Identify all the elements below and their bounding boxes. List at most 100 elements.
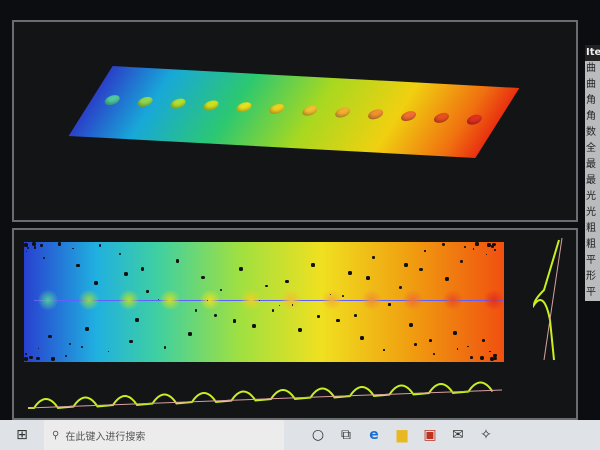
store-icon[interactable]: ▣: [423, 427, 437, 443]
defect-speck: [259, 299, 260, 301]
bump: [365, 108, 386, 120]
defect-speck: [445, 276, 450, 281]
defect-speck: [76, 263, 81, 268]
defect-speck: [329, 293, 331, 296]
defect-speck: [233, 319, 237, 323]
spot: [159, 290, 180, 310]
spot: [78, 290, 99, 310]
defect-speck: [194, 309, 198, 312]
list-item[interactable]: 平: [585, 285, 600, 301]
defect-speck: [35, 356, 40, 361]
defect-speck: [487, 243, 491, 247]
defect-speck: [265, 284, 269, 288]
list-item[interactable]: 数: [585, 125, 600, 141]
defect-speck: [175, 259, 180, 263]
defect-speck: [493, 354, 497, 358]
defect-speck: [348, 271, 353, 276]
list-item[interactable]: 曲: [585, 61, 600, 77]
search-icon: ⚲: [52, 429, 60, 441]
defect-speck: [207, 299, 209, 302]
task-view-icon[interactable]: ⧉: [341, 427, 351, 443]
spot: [119, 290, 139, 310]
defect-speck: [252, 323, 257, 328]
defect-speck: [482, 338, 485, 342]
profile-plots: [27, 237, 563, 410]
spot: [200, 290, 220, 310]
defect-speck: [414, 342, 418, 346]
defect-speck: [220, 289, 223, 292]
windows-start-icon[interactable]: ⊞: [16, 427, 28, 443]
defect-speck: [72, 248, 74, 250]
defect-speck: [472, 248, 475, 250]
bump: [464, 114, 485, 126]
defect-speck: [298, 328, 303, 333]
vertical-profile: [532, 239, 560, 361]
defect-speck: [68, 342, 72, 346]
spot: [281, 290, 301, 310]
defect-speck: [460, 260, 464, 264]
list-item[interactable]: 角: [585, 93, 600, 109]
defect-speck: [48, 335, 52, 339]
list-item[interactable]: 光: [585, 205, 600, 221]
defect-speck: [365, 275, 370, 280]
defect-speck: [24, 352, 28, 356]
defect-speck: [25, 250, 28, 253]
bump: [201, 100, 221, 111]
defect-speck: [200, 275, 205, 280]
defect-speck: [24, 243, 28, 247]
defect-speck: [213, 314, 217, 318]
defect-speck: [29, 355, 33, 360]
defect-speck: [485, 253, 488, 256]
app-icon[interactable]: ✧: [480, 427, 492, 443]
horizontal-baseline: [27, 389, 503, 409]
defect-speck: [51, 356, 56, 361]
list-item[interactable]: 粗: [585, 221, 600, 237]
bump: [135, 96, 156, 108]
defect-speck: [85, 327, 89, 332]
defect-speck: [239, 266, 244, 271]
defect-speck: [26, 246, 30, 250]
defect-speck: [108, 351, 110, 353]
taskbar-search[interactable]: ⚲ 在此键入进行搜索: [44, 420, 284, 450]
list-item[interactable]: 形: [585, 269, 600, 285]
list-item[interactable]: 粗: [585, 237, 600, 253]
list-item[interactable]: 平: [585, 253, 600, 269]
defect-speck: [57, 242, 62, 246]
bump: [102, 94, 123, 106]
defect-speck: [188, 332, 193, 337]
defect-speck: [399, 285, 403, 289]
defect-speck: [371, 255, 375, 259]
defect-speck: [424, 250, 426, 252]
3d-view-panel[interactable]: [12, 20, 578, 222]
defect-speck: [42, 256, 46, 260]
cortana-icon[interactable]: ○: [311, 427, 325, 443]
defect-speck: [404, 263, 409, 268]
list-item[interactable]: 光: [585, 189, 600, 205]
defect-speck: [488, 350, 491, 353]
edge-icon[interactable]: e: [369, 427, 379, 443]
list-item[interactable]: 曲: [585, 77, 600, 93]
2d-heightmap-panel[interactable]: [12, 228, 578, 420]
defect-speck: [463, 246, 466, 249]
spot: [240, 290, 261, 310]
list-item[interactable]: 全: [585, 141, 600, 157]
defect-speck: [80, 345, 83, 348]
defect-speck: [40, 244, 44, 248]
section-line: [34, 300, 504, 301]
defect-speck: [383, 348, 385, 351]
list-item[interactable]: 最: [585, 157, 600, 173]
mail-icon[interactable]: ✉: [452, 427, 464, 443]
list-item[interactable]: 最: [585, 173, 600, 189]
heightmap-image: [24, 242, 504, 362]
bump: [234, 101, 254, 113]
defect-speck: [24, 356, 29, 361]
spot: [443, 290, 463, 310]
item-list: Ite 曲 曲 角 角 数 全 最 最 光 光 粗 粗 平 形 平: [585, 45, 600, 301]
bump: [431, 112, 452, 124]
list-item[interactable]: 角: [585, 109, 600, 125]
defect-speck: [388, 303, 391, 306]
spot: [321, 290, 342, 310]
file-explorer-icon[interactable]: ▆: [396, 427, 408, 443]
3d-surface-strip: [68, 66, 520, 158]
bump: [168, 98, 189, 110]
